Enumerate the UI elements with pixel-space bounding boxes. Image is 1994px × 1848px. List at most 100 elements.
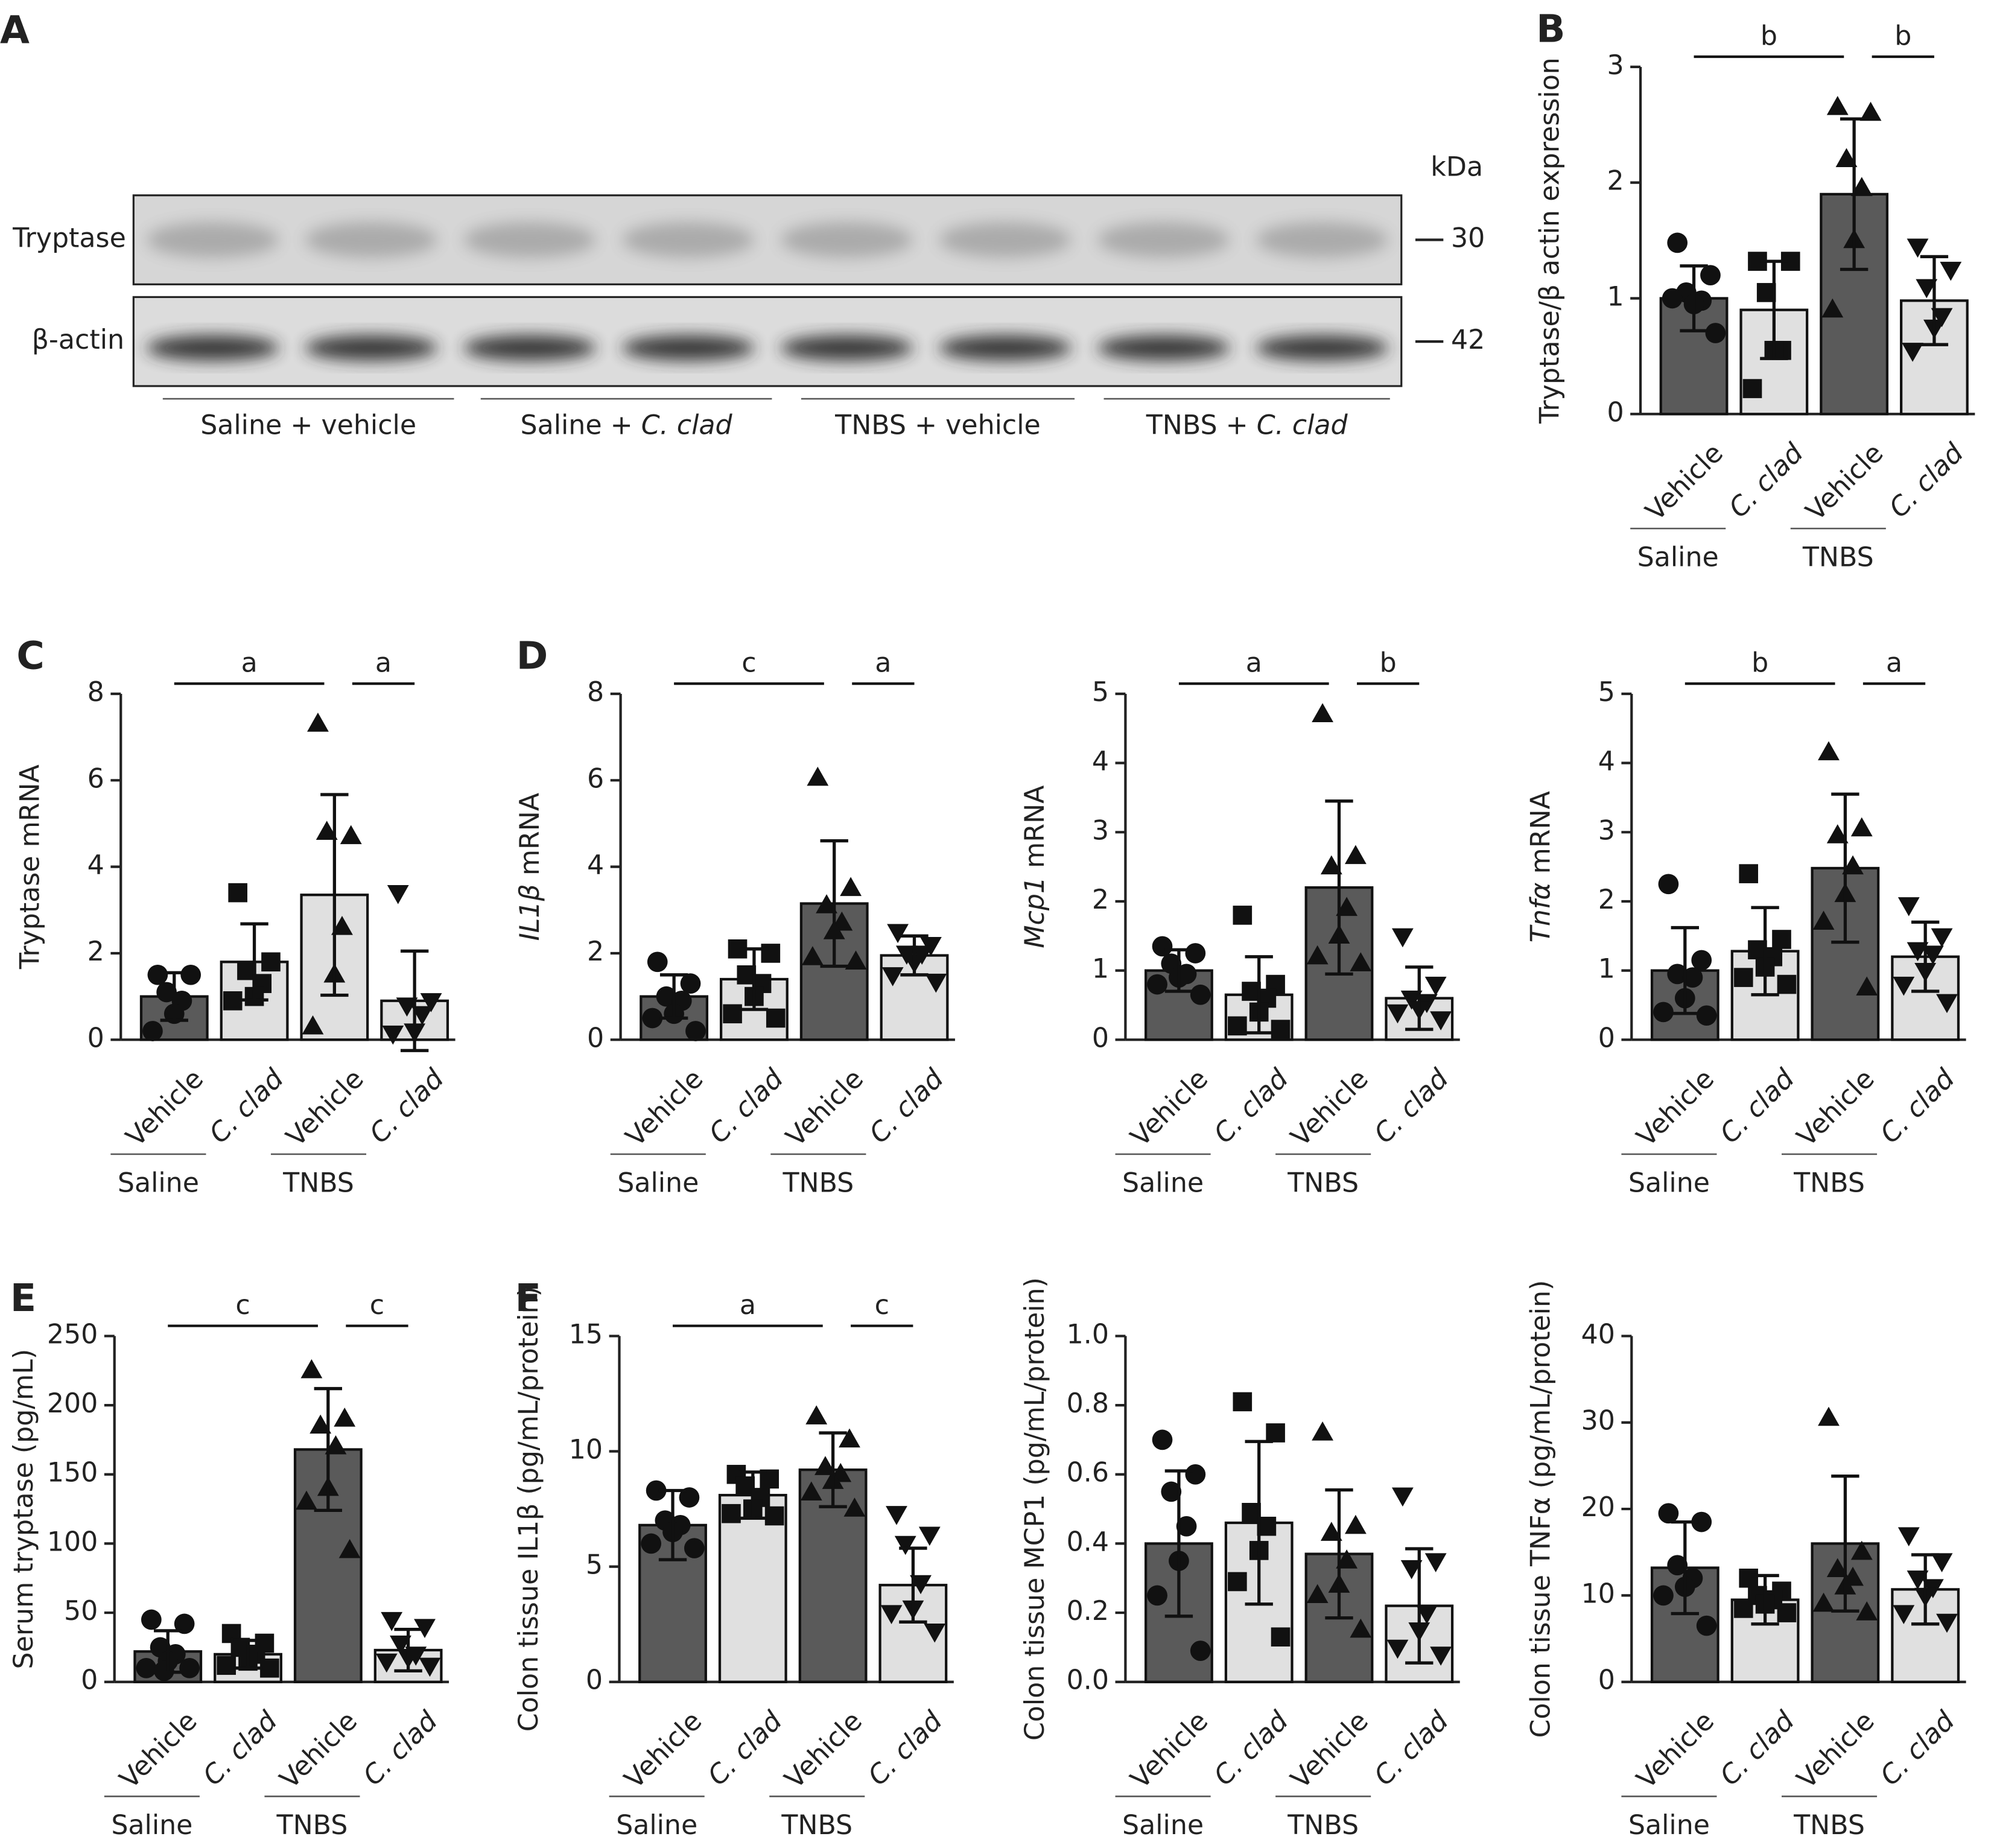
- y-tick-label: 0.6: [1067, 1458, 1109, 1488]
- data-point: [642, 1008, 663, 1029]
- y-tick-label: 3: [1598, 815, 1615, 846]
- data-point: [1936, 994, 1958, 1014]
- data-point: [1691, 950, 1712, 971]
- y-tick-label: 2: [1092, 884, 1109, 915]
- lane-group-label: Saline + vehicle: [200, 410, 416, 440]
- text-span: Tnfα: [1526, 882, 1557, 942]
- data-point: [764, 1506, 784, 1526]
- blot-band: [939, 222, 1072, 258]
- data-point: [1682, 967, 1703, 988]
- data-point: [684, 1538, 705, 1558]
- row-label: β-actin: [32, 325, 124, 355]
- data-point: [156, 982, 177, 1003]
- data-point: [925, 973, 947, 993]
- data-point: [1907, 238, 1929, 258]
- blot-band: [147, 222, 279, 258]
- data-point: [325, 1435, 347, 1455]
- data-point: [1931, 308, 1953, 328]
- data-point: [1922, 945, 1944, 965]
- data-point: [680, 973, 701, 994]
- data-point: [1271, 1020, 1291, 1039]
- significance-label: b: [1751, 648, 1768, 679]
- data-point: [1266, 1423, 1285, 1443]
- data-point: [1931, 1553, 1953, 1573]
- y-tick-label: 20: [1581, 1492, 1615, 1523]
- data-point: [1842, 855, 1864, 875]
- data-point: [685, 1021, 706, 1041]
- data-point: [1897, 1527, 1920, 1547]
- data-point: [1306, 945, 1329, 965]
- text-span: C. clad: [641, 410, 733, 440]
- blot-band: [622, 222, 755, 258]
- error-bar: [1245, 1440, 1273, 1606]
- y-tick-label: 30: [1581, 1406, 1615, 1437]
- y-tick-label: 8: [87, 677, 104, 708]
- data-point: [1176, 1516, 1197, 1537]
- data-point: [387, 885, 409, 904]
- panel-letter: E: [10, 1275, 36, 1320]
- data-point: [1916, 279, 1938, 299]
- significance-label: c: [235, 1290, 250, 1321]
- error-bar: [1831, 1474, 1859, 1613]
- data-point: [910, 1575, 932, 1595]
- data-point: [1772, 930, 1791, 949]
- data-point: [1190, 1640, 1211, 1662]
- significance-label: b: [1894, 21, 1911, 51]
- y-tick-label: 0.0: [1067, 1665, 1109, 1696]
- y-tick-label: 10: [1581, 1578, 1615, 1609]
- data-point: [1185, 943, 1206, 964]
- error-bar: [820, 839, 848, 968]
- y-tick-label: 5: [1598, 677, 1615, 708]
- data-point: [174, 1613, 195, 1634]
- y-tick-label: 1: [1598, 954, 1615, 985]
- blot-band: [147, 335, 279, 361]
- error-bar: [394, 1627, 422, 1673]
- group-label: Saline: [1122, 1168, 1204, 1199]
- y-tick-label: 150: [47, 1458, 98, 1488]
- data-point: [881, 967, 904, 986]
- data-point: [1662, 288, 1683, 309]
- y-tick-label: 8: [587, 677, 604, 708]
- data-point: [1424, 1553, 1447, 1573]
- data-point: [1386, 1004, 1409, 1024]
- y-axis-label: Colon tissue IL1β (pg/mL/protein): [513, 1286, 544, 1732]
- data-point: [411, 1006, 433, 1026]
- data-point: [223, 991, 243, 1011]
- data-point: [723, 1004, 742, 1024]
- y-axis-label: Mcp1 mRNA: [1020, 786, 1050, 948]
- data-point: [1902, 343, 1924, 362]
- y-tick-label: 0: [1607, 397, 1624, 428]
- text-span: mRNA: [515, 793, 545, 884]
- data-point: [1344, 845, 1367, 865]
- y-tick-label: 0.8: [1067, 1388, 1109, 1419]
- data-point: [419, 1657, 441, 1677]
- error-bar: [233, 1639, 262, 1670]
- data-point: [1691, 1511, 1712, 1532]
- error-bar: [240, 922, 268, 1002]
- group-label: Saline: [118, 1168, 199, 1199]
- error-bar: [900, 934, 929, 977]
- data-point: [1312, 1421, 1334, 1441]
- text-span: TNBS +: [1146, 410, 1257, 440]
- blot-band: [305, 335, 437, 361]
- panel-letter: C: [16, 633, 44, 678]
- error-bar: [314, 1386, 342, 1513]
- data-point: [340, 825, 362, 845]
- data-point: [217, 1656, 236, 1675]
- data-point: [1233, 1392, 1253, 1412]
- group-label: Saline: [1628, 1810, 1710, 1841]
- blot-band: [622, 335, 755, 361]
- data-point: [1667, 964, 1688, 985]
- error-bar: [160, 971, 188, 1022]
- error-bar: [740, 947, 769, 1011]
- data-point: [307, 713, 329, 732]
- panel-letter: D: [516, 633, 548, 678]
- text-span: mRNA: [1526, 791, 1557, 882]
- data-point: [1907, 1570, 1929, 1590]
- data-point: [1320, 1522, 1342, 1541]
- y-tick-label: 10: [569, 1435, 603, 1465]
- data-point: [1228, 1016, 1247, 1036]
- y-tick-label: 6: [587, 763, 604, 794]
- error-bar: [1760, 259, 1788, 360]
- y-axis-label: Tryptase/β actin expression: [1534, 57, 1565, 424]
